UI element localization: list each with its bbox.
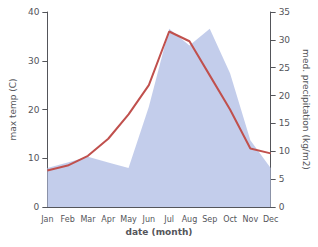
svg-text:Sep: Sep <box>202 215 217 224</box>
svg-text:20: 20 <box>28 105 40 115</box>
svg-text:0: 0 <box>279 202 285 212</box>
svg-text:25: 25 <box>279 63 290 73</box>
svg-text:15: 15 <box>279 118 290 128</box>
svg-text:Jan: Jan <box>40 215 53 224</box>
svg-text:30: 30 <box>279 35 291 45</box>
svg-text:Oct: Oct <box>223 215 237 224</box>
svg-text:10: 10 <box>279 146 291 156</box>
svg-text:Jun: Jun <box>142 215 156 224</box>
svg-text:Jul: Jul <box>163 215 174 224</box>
svg-text:35: 35 <box>279 7 290 17</box>
svg-text:May: May <box>120 215 137 224</box>
svg-text:Apr: Apr <box>101 215 116 224</box>
svg-text:20: 20 <box>279 91 291 101</box>
svg-text:0: 0 <box>34 202 40 212</box>
svg-text:5: 5 <box>279 174 285 184</box>
svg-text:10: 10 <box>28 153 40 163</box>
svg-text:med. precipitation (kg/m2): med. precipitation (kg/m2) <box>301 49 311 170</box>
svg-text:40: 40 <box>28 7 40 17</box>
svg-text:Feb: Feb <box>61 215 75 224</box>
svg-text:Dec: Dec <box>263 215 278 224</box>
svg-text:Mar: Mar <box>80 215 96 224</box>
svg-text:30: 30 <box>28 56 40 66</box>
svg-text:date (month): date (month) <box>126 227 193 237</box>
svg-text:Aug: Aug <box>182 215 198 224</box>
svg-text:Nov: Nov <box>243 215 259 224</box>
svg-text:max temp (C): max temp (C) <box>8 78 18 140</box>
